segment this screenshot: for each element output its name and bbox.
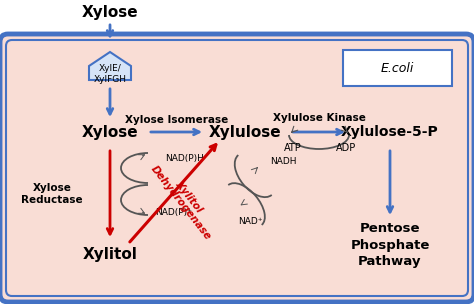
Text: NAD(P)⁺: NAD(P)⁺ [155,209,192,217]
Text: NAD⁺: NAD⁺ [238,217,262,226]
Text: Xylulose Kinase: Xylulose Kinase [273,113,365,123]
Text: Xylose: Xylose [82,125,138,140]
Text: Xylose: Xylose [82,5,138,19]
Text: E.coli: E.coli [380,61,414,74]
Text: Xylulose-5-P: Xylulose-5-P [341,125,439,139]
Text: NAD(P)H: NAD(P)H [165,154,204,163]
Text: Xylulose: Xylulose [209,125,281,140]
Text: XylE/
XylFGH: XylE/ XylFGH [93,64,127,84]
Text: ATP: ATP [284,143,302,153]
Text: Xylose Isomerase: Xylose Isomerase [126,115,228,125]
FancyBboxPatch shape [0,34,474,302]
Text: Xylose
Reductase: Xylose Reductase [21,183,83,205]
Polygon shape [89,52,131,80]
Text: NADH: NADH [270,157,297,167]
Text: Xylitol
Dehydrogenase: Xylitol Dehydrogenase [149,158,221,242]
Text: Pentose
Phosphate
Pathway: Pentose Phosphate Pathway [350,223,430,268]
FancyBboxPatch shape [343,50,452,86]
Text: ADP: ADP [336,143,356,153]
Text: Xylitol: Xylitol [82,247,137,262]
